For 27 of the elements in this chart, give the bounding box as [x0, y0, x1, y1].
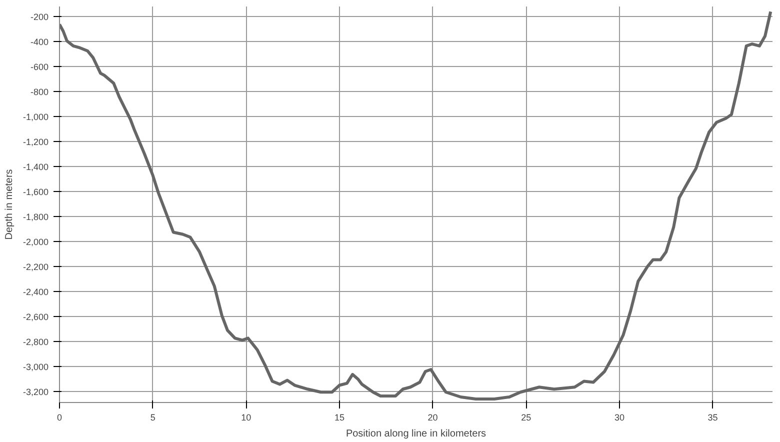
y-tick-label: -3,000: [22, 362, 49, 372]
y-tick-label: -600: [30, 62, 48, 72]
x-tick-label: 30: [614, 412, 624, 422]
y-tick-label: -2,200: [22, 262, 49, 272]
y-tick-label: -1,200: [22, 136, 49, 147]
x-tick-label: 0: [56, 412, 62, 422]
y-tick-label: -2,000: [22, 236, 49, 247]
y-tick-label: -2,400: [22, 286, 49, 297]
y-tick-label: -1,400: [22, 162, 49, 172]
x-tick-label: 35: [708, 412, 718, 422]
y-tick-label: -3,200: [22, 386, 49, 397]
y-tick-label: -2,600: [22, 312, 49, 322]
x-axis-title: Position along line in kilometers: [346, 428, 486, 440]
x-tick-label: 10: [241, 412, 252, 422]
x-tick-label: 20: [428, 412, 438, 422]
y-tick-label: -2,800: [22, 336, 49, 347]
x-tick-label: 5: [150, 412, 156, 422]
y-tick-label: -400: [30, 36, 48, 47]
y-tick-label: -1,600: [22, 186, 49, 197]
y-tick-label: -1,000: [22, 112, 49, 122]
x-tick-label: 25: [521, 412, 532, 422]
line-series: [60, 10, 772, 400]
y-tick-label: -800: [30, 86, 48, 97]
y-axis-title: Depth in meters: [4, 169, 15, 240]
y-tick-label: -200: [30, 12, 48, 22]
y-tick-label: -1,800: [22, 212, 49, 222]
x-tick-label: 15: [334, 412, 344, 422]
